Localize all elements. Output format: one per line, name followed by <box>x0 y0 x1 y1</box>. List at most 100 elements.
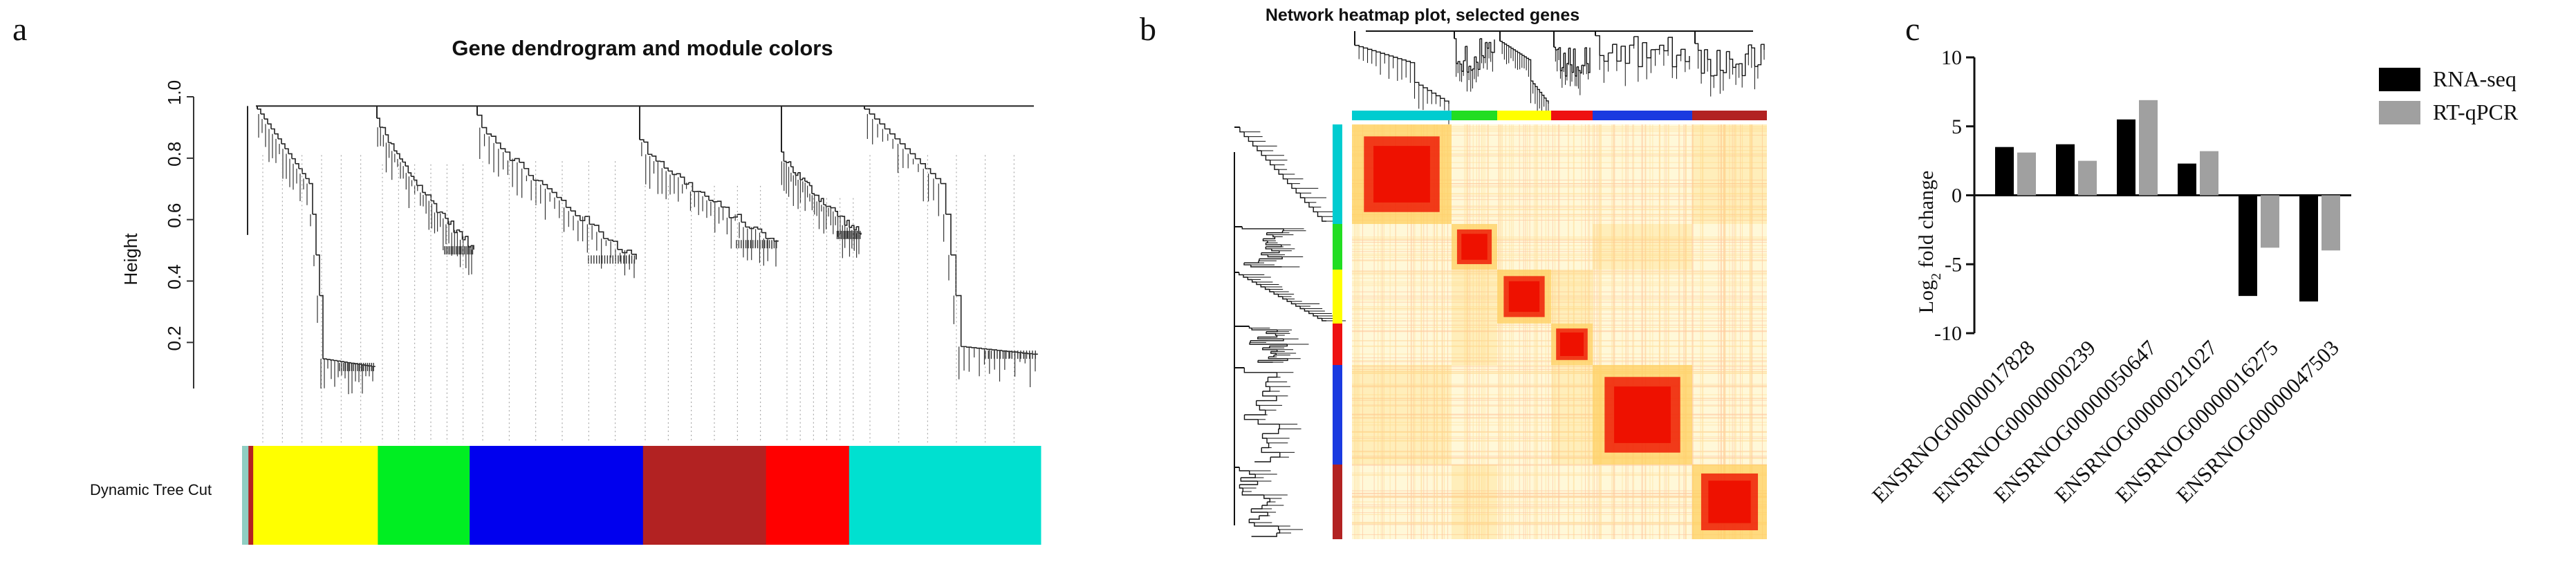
top-dendro-branch <box>1672 55 1678 68</box>
dendrogram-branch <box>676 173 681 178</box>
left-dendro-branch <box>1263 495 1270 499</box>
panel-a-title: Gene dendrogram and module colors <box>452 36 833 60</box>
left-dendro-branch <box>1243 131 1249 138</box>
top-dendro-branch <box>1554 46 1557 50</box>
left-dendro-branch <box>1239 467 1250 471</box>
left-dendro-branch <box>1282 174 1288 180</box>
dendrogram-branch <box>846 219 850 228</box>
left-dendro-branch <box>1262 429 1279 434</box>
panel-a-ytick-label: 0.2 <box>164 326 185 350</box>
bar-rt-qpcr-4 <box>2261 195 2279 248</box>
dendrogram-branch <box>481 127 488 134</box>
dendrogram-branch <box>802 177 806 182</box>
dendrogram-branch <box>1032 353 1038 355</box>
dendrogram-branch <box>496 142 501 149</box>
dendrogram-branch <box>793 172 797 176</box>
panel-c-category-labels: ENSRNOG00000017828ENSRNOG00000000239ENSR… <box>1867 335 2344 507</box>
dendrogram-branch <box>900 143 906 149</box>
legend-label: RT-qPCR <box>2433 100 2519 124</box>
left-dendro-branch <box>1304 198 1309 203</box>
left-dendro-branch <box>1272 234 1275 238</box>
top-module-brown <box>1692 111 1767 120</box>
top-dendro-branch <box>1676 49 1682 56</box>
top-dendro-branch <box>1726 50 1730 59</box>
dendrogram-branch <box>552 191 557 198</box>
top-dendro-branch <box>1710 75 1714 77</box>
bar-rna-seq-2 <box>2117 119 2135 196</box>
dendrogram-branch <box>408 172 412 177</box>
left-dendro-branch <box>1261 433 1268 439</box>
panel-b-heatmap <box>1352 124 1767 539</box>
ylabel-subscript: 2 <box>1929 273 1944 280</box>
dendrogram-branch <box>337 360 341 362</box>
dendrogram-branch <box>705 196 710 200</box>
top-dendro-branch <box>1584 47 1587 64</box>
dendrogram-branch <box>377 118 380 128</box>
top-dendro-branch <box>1698 50 1702 73</box>
dendrogram-branch <box>981 348 988 350</box>
bar-rt-qpcr-1 <box>2078 160 2097 196</box>
left-dendro-branch <box>1265 155 1270 161</box>
top-dendro-branch <box>1526 57 1530 60</box>
dendrogram-branch <box>930 173 936 179</box>
dendrogram-branch <box>895 138 901 144</box>
dendrogram-branch <box>781 151 785 162</box>
left-dendro-branch <box>1268 357 1288 359</box>
left-dendro-branch <box>1249 342 1288 345</box>
top-dendro-branch <box>1530 80 1534 84</box>
dendrogram-branch <box>580 216 586 221</box>
bar-rna-seq-3 <box>2178 163 2196 196</box>
panel-c: c Log2 fold change 10 5 0 -5 -10 ENSRNOG0000… <box>1867 11 2519 507</box>
left-dendro-branch <box>1282 297 1288 300</box>
dendrogram-branch <box>684 182 689 185</box>
left-dendro-branch <box>1261 442 1270 449</box>
left-dendro-branch <box>1299 193 1305 198</box>
dendrogram-branch <box>833 207 836 212</box>
left-dendro-branch <box>1308 311 1314 315</box>
left-dendro-branch <box>1291 183 1297 189</box>
dendrogram-branch <box>664 167 669 171</box>
left-module-yellow <box>1333 270 1342 324</box>
left-dendro-branch <box>1317 316 1322 319</box>
left-dendro-branch <box>1243 263 1251 265</box>
dendrogram-branch <box>528 175 534 180</box>
dendrogram-branch <box>956 294 962 347</box>
dendrogram-branch <box>986 348 992 350</box>
left-dendro-branch <box>1265 382 1270 387</box>
left-dendro-branch <box>1241 227 1284 230</box>
top-dendro-branch <box>1380 53 1385 55</box>
top-dendro-branch <box>1481 55 1484 58</box>
dendrogram-branch <box>889 133 896 139</box>
panel-b-left-dendrogram <box>1234 127 1346 537</box>
dendrogram-branch <box>288 153 293 159</box>
top-dendro-branch <box>1541 94 1545 98</box>
dendrogram-branch <box>302 173 306 179</box>
dendrogram-branch <box>515 158 520 162</box>
top-dendro-branch <box>1588 47 1591 73</box>
dendrogram-branch <box>784 160 787 163</box>
top-dendro-branch <box>1629 36 1635 46</box>
dendrogram-branch <box>788 161 792 167</box>
dendrogram-branch <box>594 225 600 232</box>
top-dendro-branch <box>1745 44 1749 55</box>
top-dendro-branch <box>1539 91 1543 95</box>
left-dendro-branch <box>1268 372 1278 378</box>
top-dendro-branch <box>1459 63 1463 72</box>
top-dendro-branch <box>1730 58 1734 68</box>
left-dendro-branch <box>1256 282 1261 286</box>
panel-c-letter: c <box>1905 11 1920 48</box>
top-dendro-branch <box>1500 40 1503 43</box>
top-dendro-branch <box>1485 41 1488 48</box>
panel-b: b Network heatmap plot, selected genes <box>1140 6 1767 539</box>
top-dendro-branch <box>1469 65 1472 71</box>
dendrogram-branch <box>753 226 759 230</box>
left-dendro-branch <box>1269 289 1275 292</box>
top-dendro-branch <box>1414 82 1420 86</box>
top-dendro-branch <box>1431 92 1437 96</box>
left-dendro-branch <box>1287 178 1292 185</box>
dendrogram-branch <box>333 359 337 362</box>
top-module-yellow <box>1497 111 1551 120</box>
top-dendro-branch <box>1625 45 1631 64</box>
left-dendro-branch <box>1265 243 1281 245</box>
dendrogram-branch <box>510 158 515 161</box>
